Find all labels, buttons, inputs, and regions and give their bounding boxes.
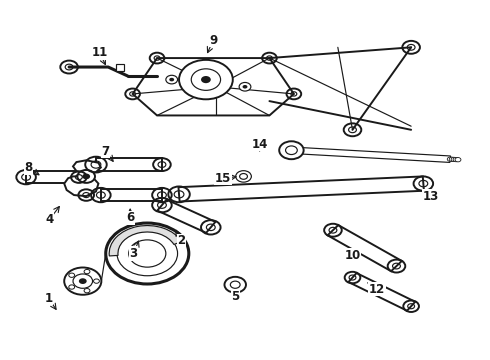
Text: 3: 3 xyxy=(129,247,138,260)
Polygon shape xyxy=(291,147,450,162)
Circle shape xyxy=(79,278,87,284)
Circle shape xyxy=(239,82,251,91)
Circle shape xyxy=(77,170,95,183)
Circle shape xyxy=(179,60,233,99)
Polygon shape xyxy=(96,158,162,171)
Circle shape xyxy=(243,85,247,89)
Polygon shape xyxy=(157,199,216,233)
Text: 2: 2 xyxy=(177,234,186,247)
Circle shape xyxy=(94,279,99,283)
Circle shape xyxy=(286,146,297,154)
Circle shape xyxy=(73,274,93,288)
Circle shape xyxy=(117,231,177,276)
Circle shape xyxy=(455,158,461,162)
Circle shape xyxy=(451,157,457,162)
Text: 14: 14 xyxy=(251,138,268,150)
Text: 1: 1 xyxy=(45,292,52,305)
Text: 11: 11 xyxy=(91,46,107,59)
Circle shape xyxy=(453,157,459,162)
Circle shape xyxy=(69,273,74,277)
Text: 4: 4 xyxy=(46,213,54,226)
Text: 5: 5 xyxy=(231,290,239,303)
Text: 8: 8 xyxy=(24,161,33,174)
Polygon shape xyxy=(101,189,162,201)
Polygon shape xyxy=(328,225,402,271)
Text: 13: 13 xyxy=(422,190,439,203)
Polygon shape xyxy=(73,160,101,174)
Circle shape xyxy=(84,269,90,274)
Circle shape xyxy=(169,78,174,81)
Circle shape xyxy=(129,240,166,267)
Bar xyxy=(116,64,124,71)
Circle shape xyxy=(447,157,453,161)
Circle shape xyxy=(201,76,211,83)
Circle shape xyxy=(191,69,220,90)
Text: 12: 12 xyxy=(369,283,385,296)
Circle shape xyxy=(449,157,455,162)
Text: 9: 9 xyxy=(209,33,218,47)
Text: 10: 10 xyxy=(344,249,361,262)
Text: 6: 6 xyxy=(126,211,134,224)
Polygon shape xyxy=(133,58,294,116)
Circle shape xyxy=(230,281,240,288)
Circle shape xyxy=(69,285,74,289)
Circle shape xyxy=(240,174,247,179)
Circle shape xyxy=(236,171,251,182)
Text: 7: 7 xyxy=(102,145,110,158)
Polygon shape xyxy=(348,273,415,311)
Circle shape xyxy=(166,75,177,84)
Polygon shape xyxy=(178,176,424,202)
Polygon shape xyxy=(26,171,79,183)
Wedge shape xyxy=(109,226,182,256)
Circle shape xyxy=(279,141,304,159)
Circle shape xyxy=(106,223,189,284)
Polygon shape xyxy=(64,176,98,196)
Circle shape xyxy=(224,277,246,293)
Text: 15: 15 xyxy=(215,172,231,185)
Circle shape xyxy=(82,174,90,179)
Circle shape xyxy=(64,267,101,295)
Circle shape xyxy=(84,288,90,293)
